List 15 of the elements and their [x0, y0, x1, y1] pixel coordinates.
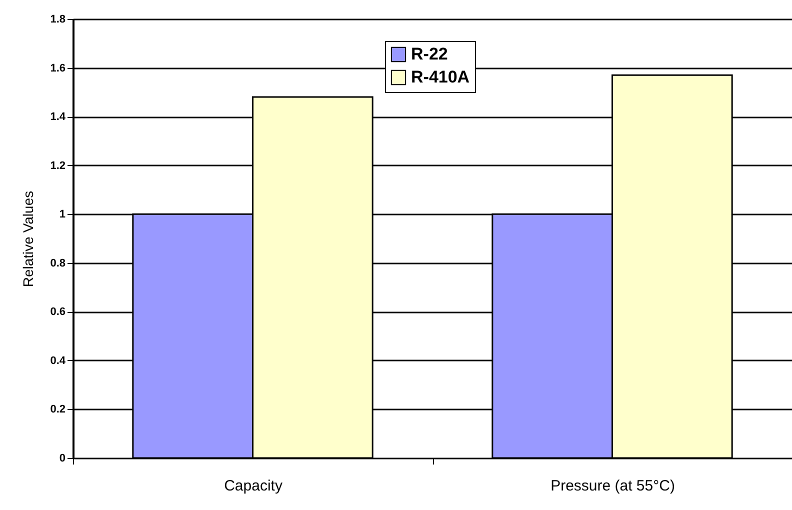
y-tick-label: 1.4 [50, 111, 66, 124]
x-tick-label: Pressure (at 55°C) [550, 478, 675, 494]
y-tick-label: 1.6 [50, 62, 66, 74]
y-tick-label: 0.2 [50, 404, 66, 416]
y-tick-label: 1.8 [50, 14, 66, 26]
y-tick-label: 0.6 [50, 306, 66, 318]
x-tick-label: Capacity [224, 478, 283, 494]
y-tick-label: 1.2 [50, 160, 66, 172]
y-axis-title: Relative Values [20, 190, 36, 288]
legend-label: R-22 [411, 44, 448, 64]
legend-label: R-410A [411, 68, 470, 86]
y-tick-label: 0.8 [50, 257, 66, 270]
y-tick-label: 1 [59, 208, 66, 221]
y-tick-label: 0.4 [50, 354, 66, 367]
y-tick-label: 0 [59, 452, 66, 464]
